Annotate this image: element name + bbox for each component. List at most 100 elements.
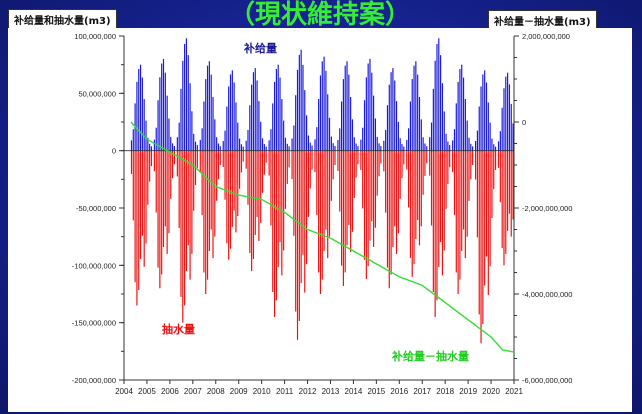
pumping-bar	[397, 150, 399, 234]
recharge-bar	[229, 74, 232, 151]
recharge-bar	[260, 121, 262, 151]
recharge-bar	[325, 70, 327, 151]
pumping-bar	[141, 150, 143, 236]
pumping-bar	[139, 150, 142, 260]
pumping-bar	[311, 150, 313, 170]
pumping-bar	[418, 150, 421, 246]
recharge-bar	[173, 146, 175, 151]
pumping-bar	[260, 150, 262, 223]
recharge-bar	[355, 143, 357, 151]
recharge-bar	[424, 143, 426, 151]
pumping-bar	[134, 150, 136, 283]
balance-line	[130, 121, 515, 353]
recharge-bar	[332, 143, 334, 151]
pumping-bar	[145, 150, 147, 244]
recharge-bar	[420, 119, 422, 151]
recharge-bar	[307, 135, 310, 151]
recharge-bar	[238, 138, 241, 151]
recharge-bar	[373, 95, 375, 151]
pumping-bar	[306, 150, 308, 265]
recharge-bar	[311, 145, 313, 151]
pumping-bar	[417, 150, 419, 221]
pumping-bar	[226, 150, 228, 244]
recharge-bar	[164, 72, 166, 151]
recharge-bar	[252, 72, 255, 151]
pumping-bar	[508, 150, 511, 214]
pumping-bar	[304, 150, 306, 293]
left-axis-title-box: 补给量和抽水量(m3)	[8, 9, 117, 30]
recharge-bar	[337, 139, 339, 151]
pumping-bar	[132, 150, 134, 221]
recharge-bar	[365, 77, 367, 151]
recharge-bar	[441, 83, 444, 151]
recharge-bar	[268, 140, 270, 151]
recharge-bar	[385, 130, 387, 151]
pumping-bar	[199, 150, 201, 173]
recharge-bar	[499, 131, 501, 151]
pumping-bar	[365, 150, 367, 280]
pumping-bar	[476, 150, 479, 238]
pumping-bar	[353, 150, 355, 199]
pumping-bar	[159, 150, 161, 289]
pumping-bar	[268, 150, 270, 176]
recharge-bar	[447, 141, 449, 151]
recharge-bar	[478, 106, 480, 151]
recharge-bar	[482, 74, 484, 151]
pumping-bar	[355, 150, 357, 178]
x-tick-label: 2006	[161, 387, 179, 396]
pumping-bar	[272, 150, 274, 292]
pumping-bar	[478, 150, 480, 315]
pumping-bar	[430, 150, 433, 226]
pumping-bar	[245, 150, 247, 169]
pumping-bar	[510, 150, 512, 237]
right-tick-label: -2,000,000,000	[522, 204, 572, 213]
recharge-bar	[344, 65, 346, 151]
pumping-bar	[327, 150, 329, 259]
right-tick-label: -4,000,000,000	[522, 290, 572, 299]
recharge-bar	[219, 146, 221, 151]
recharge-bar	[224, 130, 226, 151]
recharge-bar	[237, 122, 239, 151]
recharge-bar	[342, 79, 344, 151]
recharge-bar	[426, 146, 428, 151]
recharge-bar	[401, 144, 403, 151]
pumping-bar	[438, 150, 440, 268]
recharge-bar	[147, 137, 149, 151]
recharge-bar	[247, 130, 249, 151]
pumping-bar	[323, 150, 325, 251]
pumping-bar	[472, 150, 474, 165]
recharge-bar	[251, 84, 253, 151]
recharge-bar	[360, 139, 362, 151]
right-tick-label: 0	[522, 118, 526, 127]
recharge-bar	[273, 81, 276, 151]
recharge-bar	[139, 64, 142, 151]
pumping-bar	[351, 150, 354, 232]
recharge-bar	[214, 119, 216, 151]
recharge-bar	[208, 61, 210, 151]
pumping-bar	[228, 150, 230, 260]
recharge-bar	[240, 144, 242, 151]
recharge-bar	[176, 137, 178, 151]
x-tick-label: 2007	[184, 387, 202, 396]
pumping-bar	[314, 150, 316, 173]
recharge-bar	[378, 143, 380, 151]
pumping-bar	[489, 150, 491, 267]
pumping-bar	[373, 150, 375, 247]
chart-panel: 100,000,000 50,000,000 0 -50,000,000 -100,00…	[8, 28, 632, 412]
recharge-bar	[319, 75, 322, 151]
recharge-bar	[445, 133, 447, 151]
recharge-bar	[350, 97, 352, 151]
recharge-bar	[288, 146, 290, 151]
chart-svg: 100,000,000 50,000,000 0 -50,000,000 -100,00…	[72, 32, 573, 396]
pumping-bar	[376, 150, 378, 196]
recharge-bar	[270, 129, 272, 151]
recharge-bar	[261, 138, 264, 151]
recharge-bar	[184, 43, 186, 151]
pumping-bar	[422, 150, 424, 195]
recharge-bar	[314, 139, 316, 151]
pumping-bar	[300, 150, 302, 284]
pumping-bar	[233, 150, 235, 211]
recharge-bar	[353, 137, 355, 151]
pumping-bar	[330, 150, 332, 201]
pumping-bar	[390, 150, 392, 275]
